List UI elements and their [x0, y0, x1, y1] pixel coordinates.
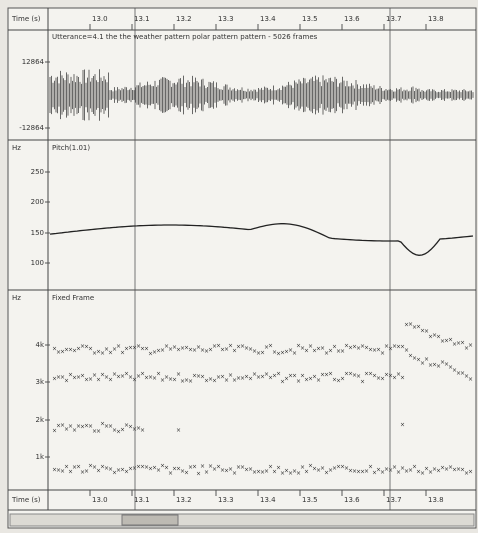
time-tick-label: 13.4 [260, 15, 276, 23]
time-tick-label: 13.6 [344, 496, 360, 504]
formant-dot: × [64, 377, 69, 384]
formant-dot: × [468, 468, 473, 475]
time-tick-label: 13.4 [260, 496, 276, 504]
formant-dot: × [400, 374, 405, 381]
time-tick-label: 13.0 [92, 496, 108, 504]
app-window: Time (s) Time (s) Utterance=4.1 the the … [0, 0, 478, 533]
formant-dot: × [96, 428, 101, 435]
formant-dot: × [176, 371, 181, 378]
panel-unit: Hz [12, 294, 21, 302]
time-tick-label: 13.7 [386, 15, 402, 23]
time-tick-label: 13.2 [176, 496, 192, 504]
formant-dot: × [360, 378, 365, 385]
formant-dot: × [400, 421, 405, 428]
time-tick-label: 13.1 [134, 496, 150, 504]
y-tick-label: 250 [31, 168, 44, 176]
y-tick-label: 100 [31, 259, 44, 267]
y-tick-label: 12864 [22, 58, 45, 66]
panel-caption: Fixed Frame [52, 294, 94, 302]
formant-dot: × [380, 350, 385, 357]
time-tick-label: 13.5 [302, 496, 318, 504]
formant-dot: × [204, 469, 209, 476]
formant-dot: × [316, 377, 321, 384]
formant-dot: × [232, 470, 237, 477]
time-tick-label: 13.8 [428, 496, 444, 504]
y-tick-label: 150 [31, 229, 44, 237]
time-tick-label: 13.3 [218, 15, 234, 23]
y-tick-label: 4k [35, 341, 44, 349]
time-tick-label: 13.7 [386, 496, 402, 504]
time-tick-label: 13.0 [92, 15, 108, 23]
y-tick-label: 1k [35, 453, 44, 461]
axis-label: Time (s) [11, 496, 41, 504]
y-tick-label: 2k [35, 416, 44, 424]
scrollbar-thumb[interactable] [122, 515, 178, 525]
formant-dot: × [292, 350, 297, 357]
formant-dot: × [468, 376, 473, 383]
time-tick-label: 13.3 [218, 496, 234, 504]
time-tick-label: 13.5 [302, 15, 318, 23]
formant-dot: × [296, 470, 301, 477]
axis-label: Time (s) [11, 15, 41, 23]
y-tick-label: -12864 [19, 124, 44, 132]
panel-unit: Hz [12, 144, 21, 152]
formant-dot: × [196, 470, 201, 477]
y-tick-label: 3k [35, 378, 44, 386]
y-tick-label: 200 [31, 198, 44, 206]
formant-dot: × [468, 342, 473, 349]
time-tick-label: 13.1 [134, 15, 150, 23]
formant-dot: × [140, 427, 145, 434]
time-tick-label: 13.8 [428, 15, 444, 23]
panel-caption: Pitch(1.01) [52, 144, 90, 152]
formant-dot: × [276, 371, 281, 378]
scrollbar[interactable] [10, 514, 474, 526]
formant-dot: × [176, 427, 181, 434]
time-tick-label: 13.2 [176, 15, 192, 23]
panel-caption: Utterance=4.1 the the weather pattern po… [52, 33, 318, 41]
time-tick-label: 13.6 [344, 15, 360, 23]
